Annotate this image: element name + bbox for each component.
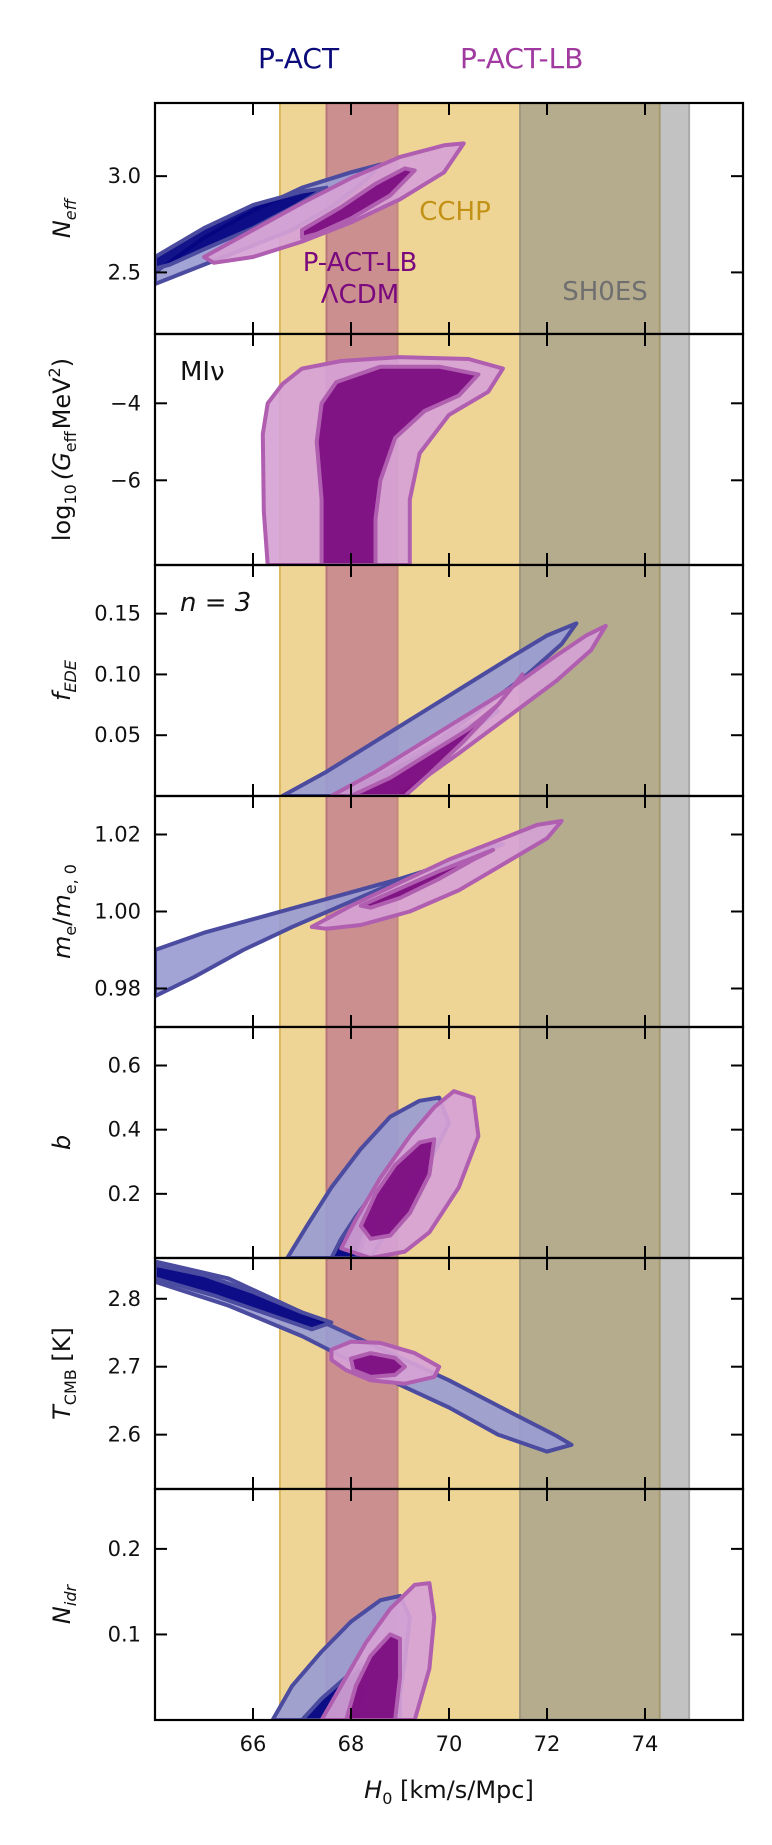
- annotation-lcdm-line1: P-ACT-LB: [303, 248, 418, 278]
- annotation-model-n3: n = 3: [180, 588, 251, 618]
- band-sh0es: [520, 103, 660, 334]
- y-axis-label-nidr: Nidr: [48, 1584, 80, 1625]
- y-tick-label: 0.2: [108, 1182, 141, 1206]
- y-tick-label: 1.02: [94, 823, 141, 847]
- band-sh0es: [520, 1027, 660, 1258]
- annotation-model-mi-nu: MIν: [180, 357, 225, 387]
- y-tick-label: 0.15: [94, 602, 141, 626]
- legend-entry-p-act-lb: P-ACT-LB: [460, 42, 583, 75]
- y-tick-label: 0.10: [94, 662, 141, 686]
- band-sh0es: [520, 1258, 660, 1489]
- annotation-shoes: SH0ES: [562, 277, 648, 307]
- band-sh0es-edge: [659, 1027, 690, 1258]
- x-tick-label: 68: [338, 1732, 365, 1756]
- band-sh0es: [520, 334, 660, 565]
- y-tick-label: −4: [110, 391, 141, 415]
- annotation-lcdm-line2: ΛCDM: [321, 280, 399, 310]
- x-tick-label: 66: [240, 1732, 267, 1756]
- band-sh0es: [520, 1489, 660, 1720]
- contour-pactlb-inner: [358, 847, 496, 910]
- y-tick-label: 2.5: [108, 260, 141, 284]
- band-sh0es-edge: [659, 103, 690, 334]
- y-axis-label-neff: Neff: [48, 196, 80, 238]
- y-tick-label: 0.98: [94, 977, 141, 1001]
- y-tick-label: 3.0: [108, 164, 141, 188]
- contour-pactlb-inner: [349, 1351, 407, 1379]
- panel-fede: 0.05 0.10 0.15 fEDE n = 3: [48, 563, 745, 798]
- band-sh0es-edge: [659, 334, 690, 565]
- y-tick-label: 2.7: [108, 1355, 141, 1379]
- contour-pactlb-inner: [358, 1137, 437, 1241]
- x-tick-label: 70: [436, 1732, 463, 1756]
- annotation-cchp: CCHP: [419, 197, 491, 227]
- contour-pactlb-inner: [344, 1632, 402, 1720]
- panel-me: 0.98 1.00 1.02 me/me, 0: [48, 794, 745, 1029]
- y-axis-label-me: me/me, 0: [48, 864, 80, 959]
- y-axis-label-b: b: [48, 1135, 76, 1150]
- x-tick-label: 72: [534, 1732, 561, 1756]
- legend-entry-p-act: P-ACT: [258, 42, 340, 75]
- y-axis-label-tcmb: TCMB [K]: [48, 1327, 80, 1420]
- y-tick-label: 0.05: [94, 723, 141, 747]
- contour-pactlb-inner: [300, 166, 417, 240]
- contour-pact-inner: [155, 1262, 334, 1332]
- y-tick-label: 0.6: [108, 1054, 141, 1078]
- y-tick-label: −6: [110, 468, 141, 492]
- panel-geff: −6 −4 log10(GeffMeV2) MIν: [45, 332, 745, 567]
- panel-b: 0.2 0.4 0.6 b: [48, 1025, 745, 1260]
- legend: P-ACT P-ACT-LB: [258, 42, 583, 75]
- y-tick-label: 2.6: [108, 1423, 141, 1447]
- band-sh0es-edge: [659, 1258, 690, 1489]
- y-tick-label: 0.4: [108, 1118, 141, 1142]
- contour-pactlb-inner: [314, 364, 481, 565]
- y-tick-label: 0.2: [108, 1537, 141, 1561]
- contour-pactlb-inner: [349, 672, 525, 796]
- y-axis-label-fede: fEDE: [48, 659, 80, 701]
- y-axis-label-geff: log10(GeffMeV2): [45, 358, 80, 541]
- panel-nidr: 0.1 0.2 Nidr: [48, 1487, 745, 1722]
- panel-tcmb: 2.6 2.7 2.8 TCMB [K]: [48, 1256, 745, 1491]
- band-sh0es-edge: [659, 796, 690, 1027]
- y-tick-label: 1.00: [94, 900, 141, 924]
- band-sh0es-edge: [659, 565, 690, 796]
- x-tick-label: 74: [632, 1732, 659, 1756]
- x-axis: 66 68 70 72 74 H0 [km/s/Mpc]: [240, 1732, 659, 1808]
- x-axis-label: H0 [km/s/Mpc]: [364, 1776, 534, 1808]
- band-sh0es-edge: [659, 1489, 690, 1720]
- y-tick-label: 0.1: [108, 1622, 141, 1646]
- y-tick-label: 2.8: [108, 1287, 141, 1311]
